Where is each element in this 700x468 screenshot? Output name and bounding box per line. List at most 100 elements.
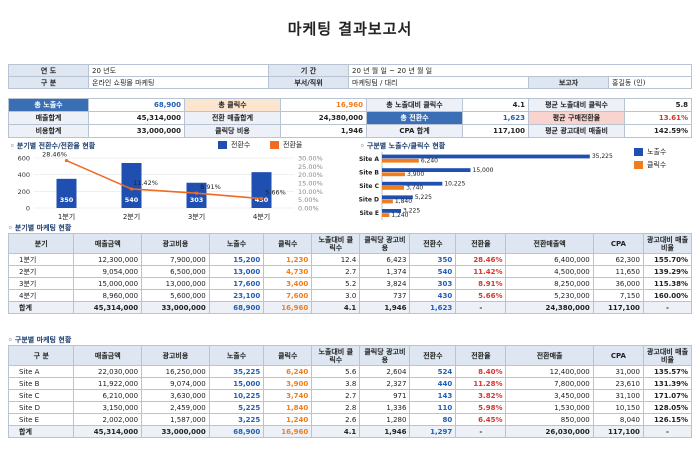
y2-tick-label: 10.00% xyxy=(298,188,323,196)
header-value[interactable]: 마케팅팀 / 대리 xyxy=(348,76,529,89)
summary-value: 117,100 xyxy=(462,124,529,138)
table-row: 3분기 15,000,000 13,000,000 17,600 3,400 5.2 3,8… xyxy=(7,277,693,290)
table-cell: 3,630,000 xyxy=(141,389,210,402)
table-row: Site B 11,922,000 9,074,000 15,000 3,900 3.8 2… xyxy=(7,377,693,390)
bar-value-label: 5,225 xyxy=(415,194,432,201)
table-row: 1분기 12,300,000 7,900,000 15,200 1,230 12.4 6,4… xyxy=(7,253,693,266)
y2-tick-label: 0.00% xyxy=(298,205,319,213)
legend-swatch xyxy=(218,141,227,149)
table-cell: 1,587,000 xyxy=(141,413,210,426)
table-cell: 1,840 xyxy=(263,401,313,414)
table-row: 2분기 9,054,000 6,500,000 13,000 4,730 2.7 1,374… xyxy=(7,265,693,278)
bar-value-label: 15,000 xyxy=(473,167,494,174)
legend-label: 전환수 xyxy=(231,141,251,149)
table-cell: 7,150 xyxy=(592,289,644,302)
table-cell: 1,530,000 xyxy=(505,401,594,414)
column-header: 광고대비 매출비율 xyxy=(642,233,693,254)
bar-value-label: 1,840 xyxy=(395,198,412,205)
legend-swatch xyxy=(270,141,279,149)
table-cell: Site D xyxy=(7,401,75,414)
table-cell: 5.6 xyxy=(311,365,361,378)
point-label: 28.46% xyxy=(42,151,67,159)
table-cell: 3,450,000 xyxy=(505,389,594,402)
table-cell: 126.15% xyxy=(642,413,693,426)
bar-value-label: 303 xyxy=(190,196,204,204)
table-cell: 8,960,000 xyxy=(73,289,143,302)
bar xyxy=(382,181,443,186)
total-cell: 합계 xyxy=(7,301,75,314)
table-cell: 13,000,000 xyxy=(141,277,210,290)
table-cell: 155.70% xyxy=(642,253,693,266)
summary-key: 비용합계 xyxy=(8,124,89,138)
column-header: 클릭수 xyxy=(263,233,313,254)
rate-point xyxy=(194,191,199,195)
column-header: 노출수 xyxy=(208,233,265,254)
total-cell: 1,946 xyxy=(359,301,411,314)
column-header: 노출대비 클릭수 xyxy=(311,345,361,366)
bar xyxy=(251,172,272,208)
bar xyxy=(382,186,405,190)
summary-value: 45,314,000 xyxy=(88,111,185,125)
rate-line xyxy=(66,159,262,200)
point-label: 8.91% xyxy=(200,183,221,191)
header-label: 구 분 xyxy=(8,76,89,89)
x-tick-label: 1분기 xyxy=(58,212,75,221)
category-label: Site B xyxy=(359,169,379,176)
column-header: 분기 xyxy=(7,233,75,254)
bar-value-label: 540 xyxy=(125,196,139,204)
table-cell: 7,800,000 xyxy=(505,377,594,390)
table-cell: 160.00% xyxy=(642,289,693,302)
summary-key: 평균 노출대비 클릭수 xyxy=(528,98,625,112)
header-value[interactable]: 홍길동 (인) xyxy=(608,76,692,89)
table-cell: 9,054,000 xyxy=(73,265,143,278)
column-header: 전환매출액 xyxy=(505,233,594,254)
table-cell: 1,336 xyxy=(359,401,411,414)
legend-impressions: 노출수 xyxy=(634,147,666,157)
table-cell: 28.46% xyxy=(455,253,507,266)
table-row: Site C 6,210,000 3,630,000 10,225 3,740 2.7 97… xyxy=(7,389,693,402)
table-cell: 350 xyxy=(409,253,457,266)
bar xyxy=(56,178,77,208)
legend-conversion-rate: 전환율 xyxy=(270,140,302,150)
column-header: 클릭당 광고비용 xyxy=(359,345,411,366)
column-header: 광고비용 xyxy=(141,345,210,366)
summary-key: 총 전환수 xyxy=(366,111,463,125)
table-cell: 15,200 xyxy=(208,253,265,266)
rate-point xyxy=(64,158,69,163)
column-header: 전환율 xyxy=(455,345,507,366)
total-cell: 68,900 xyxy=(208,301,265,314)
site-table: 구 분 매출금액 광고비용 노출수 클릭수 노출대비 클릭수 클릭당 광고비용 전환수 전환율 전… xyxy=(7,345,693,438)
column-header: 전환수 xyxy=(409,345,457,366)
header-value[interactable]: 온라인 쇼핑몰 마케팅 xyxy=(88,76,269,89)
section-title-site-table: 구분별 마케팅 현황 xyxy=(8,335,71,345)
table-cell: 2.8 xyxy=(311,401,361,414)
point-label: 11.42% xyxy=(133,179,158,187)
y-tick-label: 200 xyxy=(18,188,30,196)
summary-value: 13.61% xyxy=(624,111,692,125)
table-row: 4분기 8,960,000 5,600,000 23,100 7,600 3.0 737 43… xyxy=(7,289,693,302)
table-cell: 3.8 xyxy=(311,377,361,390)
table-cell: 131.39% xyxy=(642,377,693,390)
header-value[interactable]: 20 년도 xyxy=(88,64,269,77)
table-cell: 12,400,000 xyxy=(505,365,594,378)
table-cell: 3분기 xyxy=(7,277,75,290)
y-tick-label: 400 xyxy=(18,171,30,179)
legend-swatch xyxy=(634,148,643,156)
legend-clicks: 클릭수 xyxy=(634,160,666,170)
total-row: 합계 45,314,000 33,000,000 68,900 16,960 4.1 1,9… xyxy=(7,301,693,314)
table-cell: 8,250,000 xyxy=(505,277,594,290)
column-header: 매출금액 xyxy=(73,233,143,254)
table-cell: 2,327 xyxy=(359,377,411,390)
table-cell: 6,240 xyxy=(263,365,313,378)
table-cell: 971 xyxy=(359,389,411,402)
table-cell: 62,300 xyxy=(592,253,644,266)
page-title: 마케팅 결과보고서 xyxy=(287,20,413,38)
column-header: 전환율 xyxy=(455,233,507,254)
table-cell: 36,000 xyxy=(592,277,644,290)
bar xyxy=(382,213,390,217)
table-cell: 5.2 xyxy=(311,277,361,290)
x-tick-label: 4분기 xyxy=(253,212,270,221)
header-value[interactable]: 20 년 월 일 ~ 20 년 월 일 xyxy=(348,64,692,77)
table-cell: 135.57% xyxy=(642,365,693,378)
summary-key: 총 노출대비 클릭수 xyxy=(366,98,463,112)
